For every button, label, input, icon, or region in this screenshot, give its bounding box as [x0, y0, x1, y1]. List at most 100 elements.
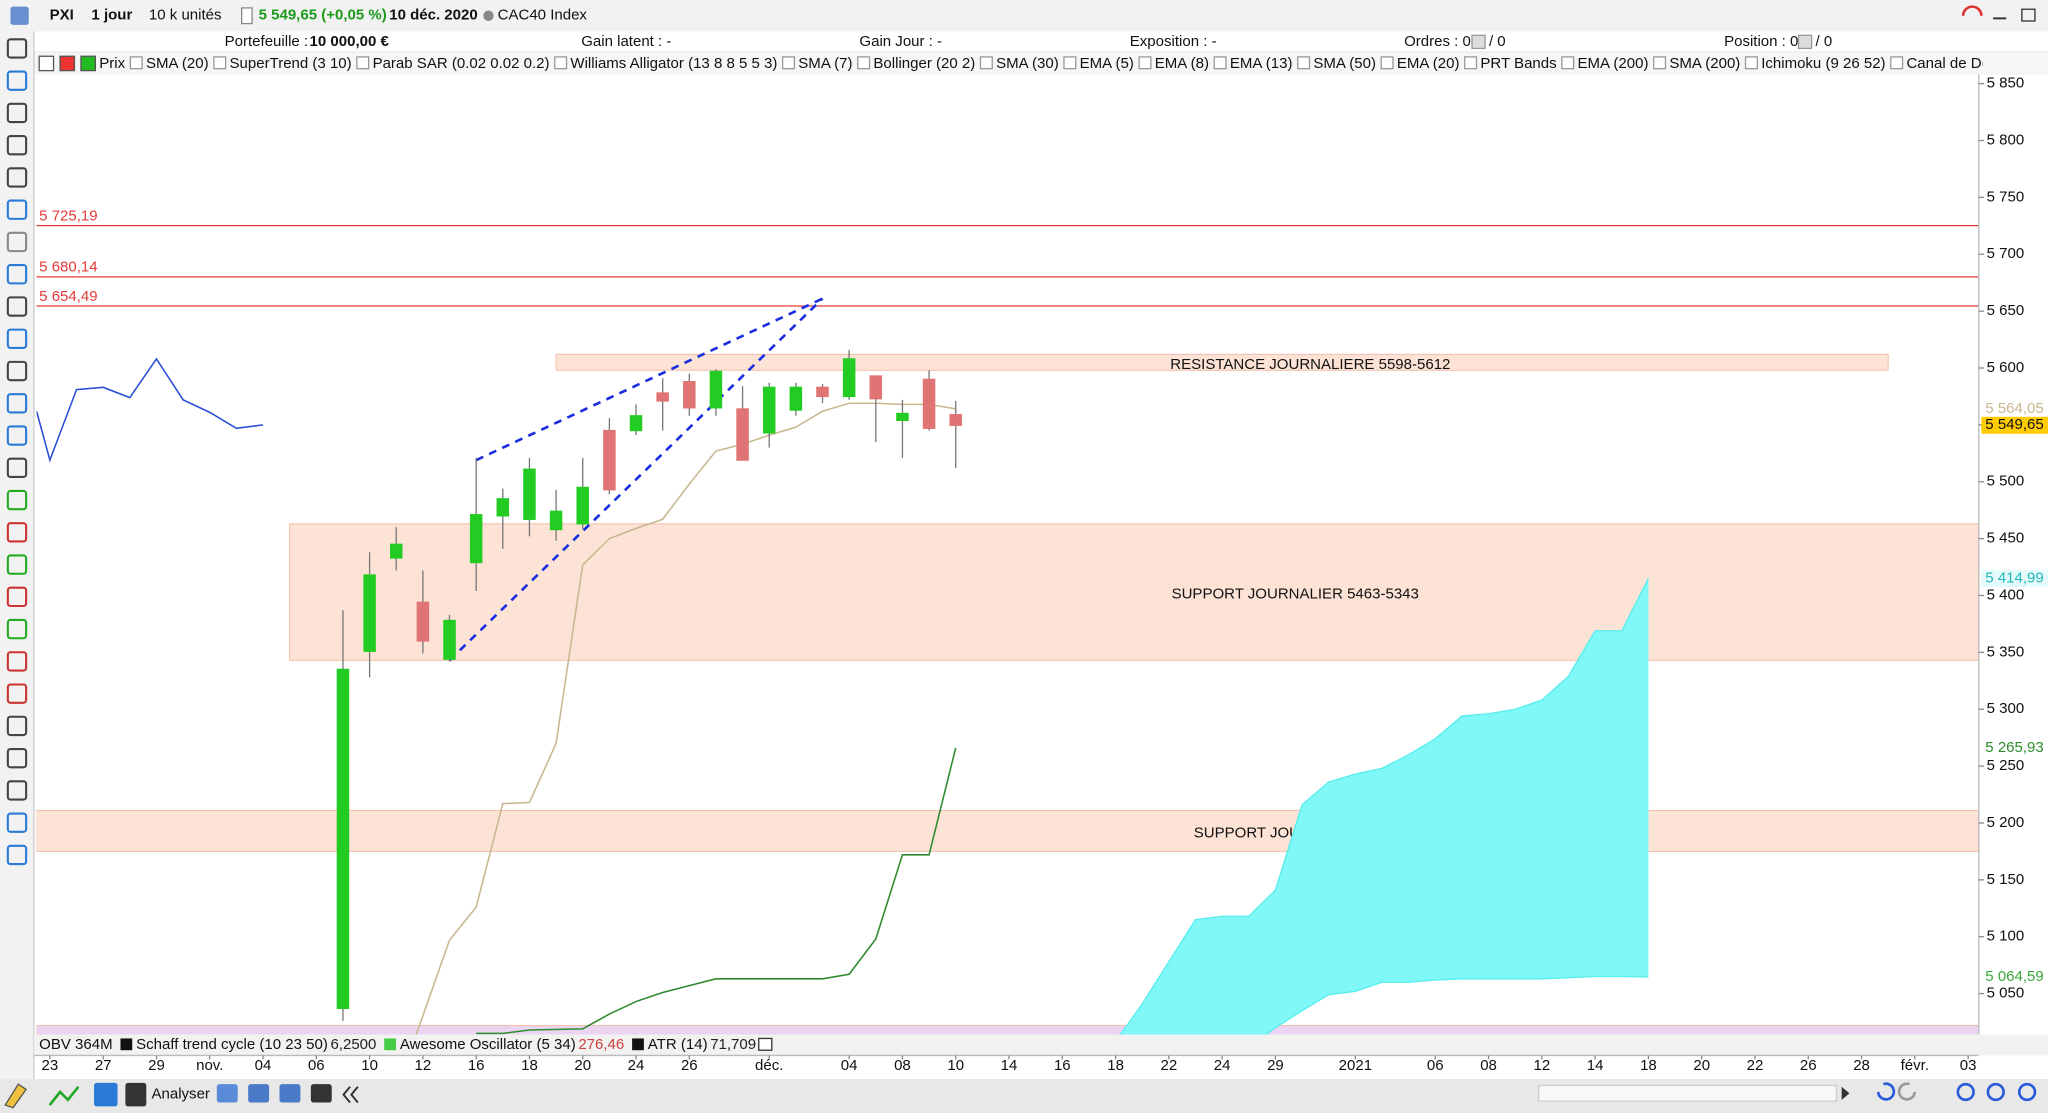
tool-icon[interactable]: [6, 296, 28, 317]
tool-icon[interactable]: [6, 747, 28, 769]
position-button[interactable]: [1797, 34, 1813, 50]
scrollbar[interactable]: [1537, 1084, 1838, 1102]
tool-icon[interactable]: [6, 651, 28, 672]
tool-icon[interactable]: [6, 812, 28, 833]
tool-icon[interactable]: [6, 844, 28, 866]
tool-icon[interactable]: [6, 683, 28, 704]
tool-icon[interactable]: [6, 199, 28, 220]
pane-button[interactable]: [758, 1037, 773, 1051]
indicator-checkbox[interactable]: [979, 56, 993, 70]
tool-icon[interactable]: [6, 780, 28, 801]
indicator-name[interactable]: SuperTrend (3 10): [230, 55, 352, 72]
indicator-name[interactable]: Ichimoku (9 26 52): [1761, 55, 1885, 72]
indicator-name[interactable]: ATR (14): [648, 1036, 708, 1053]
indicator-name[interactable]: SMA (30): [996, 55, 1059, 72]
tool-icon[interactable]: [6, 393, 28, 414]
indicator-name[interactable]: Awesome Oscillator (5 34): [400, 1036, 576, 1053]
indicator-checkbox[interactable]: [554, 56, 568, 70]
indicator-checkbox[interactable]: [1297, 56, 1311, 70]
tool-icon[interactable]: [6, 457, 28, 479]
app-icon[interactable]: [10, 6, 29, 25]
indicator-name[interactable]: PRT Bands: [1480, 55, 1556, 72]
maximize-icon[interactable]: [2021, 8, 2036, 22]
tool-icon[interactable]: [6, 425, 28, 446]
indicator-name[interactable]: Schaff trend cycle (10 23 50): [136, 1036, 328, 1053]
collapse-icon[interactable]: [342, 1086, 359, 1104]
x-tick-label: 18: [1640, 1057, 1657, 1074]
indicator-name[interactable]: SMA (20): [146, 55, 209, 72]
tool-icon[interactable]: [6, 360, 28, 382]
tool-icon[interactable]: [6, 38, 28, 59]
indicator-checkbox[interactable]: [1063, 56, 1077, 70]
indicator-name[interactable]: EMA (20): [1397, 55, 1460, 72]
tool-icon[interactable]: [6, 135, 28, 156]
indicator-name[interactable]: Williams Alligator (13 8 8 5 5 3): [570, 55, 777, 72]
window-icon[interactable]: [279, 1084, 301, 1103]
tool-icon[interactable]: [6, 618, 28, 640]
indicator-checkbox[interactable]: [1653, 56, 1667, 70]
zoom-reset-icon[interactable]: [2017, 1082, 2037, 1102]
units[interactable]: 10 k unités: [149, 7, 222, 24]
candle-body: [709, 370, 723, 409]
chat-icon[interactable]: [216, 1084, 238, 1103]
tool-icon[interactable]: [6, 522, 28, 543]
y-tick-label: 5 400: [1987, 586, 2025, 603]
draw-icon[interactable]: [4, 1083, 28, 1109]
tool-icon[interactable]: [6, 328, 28, 349]
period[interactable]: 1 jour: [91, 7, 132, 24]
layout-icon[interactable]: [125, 1082, 147, 1107]
price: 5 549,65 (+0,05 %): [259, 7, 387, 24]
indicator-checkbox[interactable]: [1380, 56, 1394, 70]
indicator-name[interactable]: EMA (200): [1578, 55, 1649, 72]
tool-icon[interactable]: [6, 264, 28, 285]
zoom-in-icon[interactable]: [1986, 1082, 2005, 1102]
indicator-checkbox[interactable]: [1561, 56, 1575, 70]
zoom-out-icon[interactable]: [1956, 1082, 1975, 1102]
tool-icon[interactable]: [6, 70, 28, 91]
up-icon[interactable]: [80, 55, 96, 72]
symbol[interactable]: PXI: [50, 7, 74, 24]
screen-icon[interactable]: [248, 1084, 270, 1103]
indicator-checkbox[interactable]: [213, 56, 227, 70]
indicator-checkbox[interactable]: [781, 56, 796, 70]
indicator-checkbox[interactable]: [1744, 56, 1758, 70]
tool-icon[interactable]: [6, 554, 28, 575]
indicator-name[interactable]: SMA (50): [1313, 55, 1376, 72]
indicator-line: [36, 357, 264, 463]
tool-icon[interactable]: [6, 167, 28, 188]
indicator-checkbox[interactable]: [1464, 56, 1478, 70]
indicator-name[interactable]: EMA (13): [1230, 55, 1293, 72]
indicator-name[interactable]: SMA (7): [798, 55, 852, 72]
indicator-name[interactable]: Parab SAR (0.02 0.02 0.2): [373, 55, 550, 72]
tool-icon[interactable]: [6, 489, 28, 511]
indicator-name[interactable]: EMA (5): [1080, 55, 1134, 72]
orders-button[interactable]: [1471, 34, 1486, 50]
indicator-name[interactable]: EMA (8): [1155, 55, 1209, 72]
tool-icon[interactable]: [6, 102, 28, 124]
indicator-checkbox[interactable]: [1138, 56, 1152, 70]
indicator-name[interactable]: Canal de Don: [1906, 55, 1998, 72]
indicator-icon[interactable]: [48, 1085, 80, 1106]
indicator-checkbox[interactable]: [1890, 56, 1904, 70]
scroll-right[interactable]: [1841, 1086, 1850, 1100]
grid-icon[interactable]: [310, 1084, 332, 1103]
indicator-checkbox[interactable]: [129, 56, 143, 70]
refresh-icon[interactable]: [1961, 5, 1983, 16]
indicator-checkbox[interactable]: [356, 56, 370, 70]
redo-icon[interactable]: [1897, 1082, 1917, 1101]
indicator-name[interactable]: Prix: [99, 55, 125, 72]
analyze-button[interactable]: Analyser: [152, 1086, 210, 1103]
tool-icon[interactable]: [6, 715, 28, 737]
indicator-checkbox[interactable]: [857, 56, 871, 70]
indicator-name[interactable]: OBV 364M: [39, 1036, 112, 1053]
down-icon[interactable]: [59, 55, 76, 72]
indicator-name[interactable]: Bollinger (20 2): [873, 55, 975, 72]
share-icon[interactable]: [94, 1082, 118, 1107]
tool-icon[interactable]: [6, 231, 28, 253]
indicator-checkbox[interactable]: [1213, 56, 1227, 70]
indicator-name[interactable]: SMA (200): [1669, 55, 1740, 72]
portfolio-label: Portefeuille :: [225, 33, 308, 50]
undo-icon[interactable]: [1876, 1082, 1896, 1101]
chart-type-icon[interactable]: [38, 55, 55, 72]
tool-icon[interactable]: [6, 586, 28, 608]
